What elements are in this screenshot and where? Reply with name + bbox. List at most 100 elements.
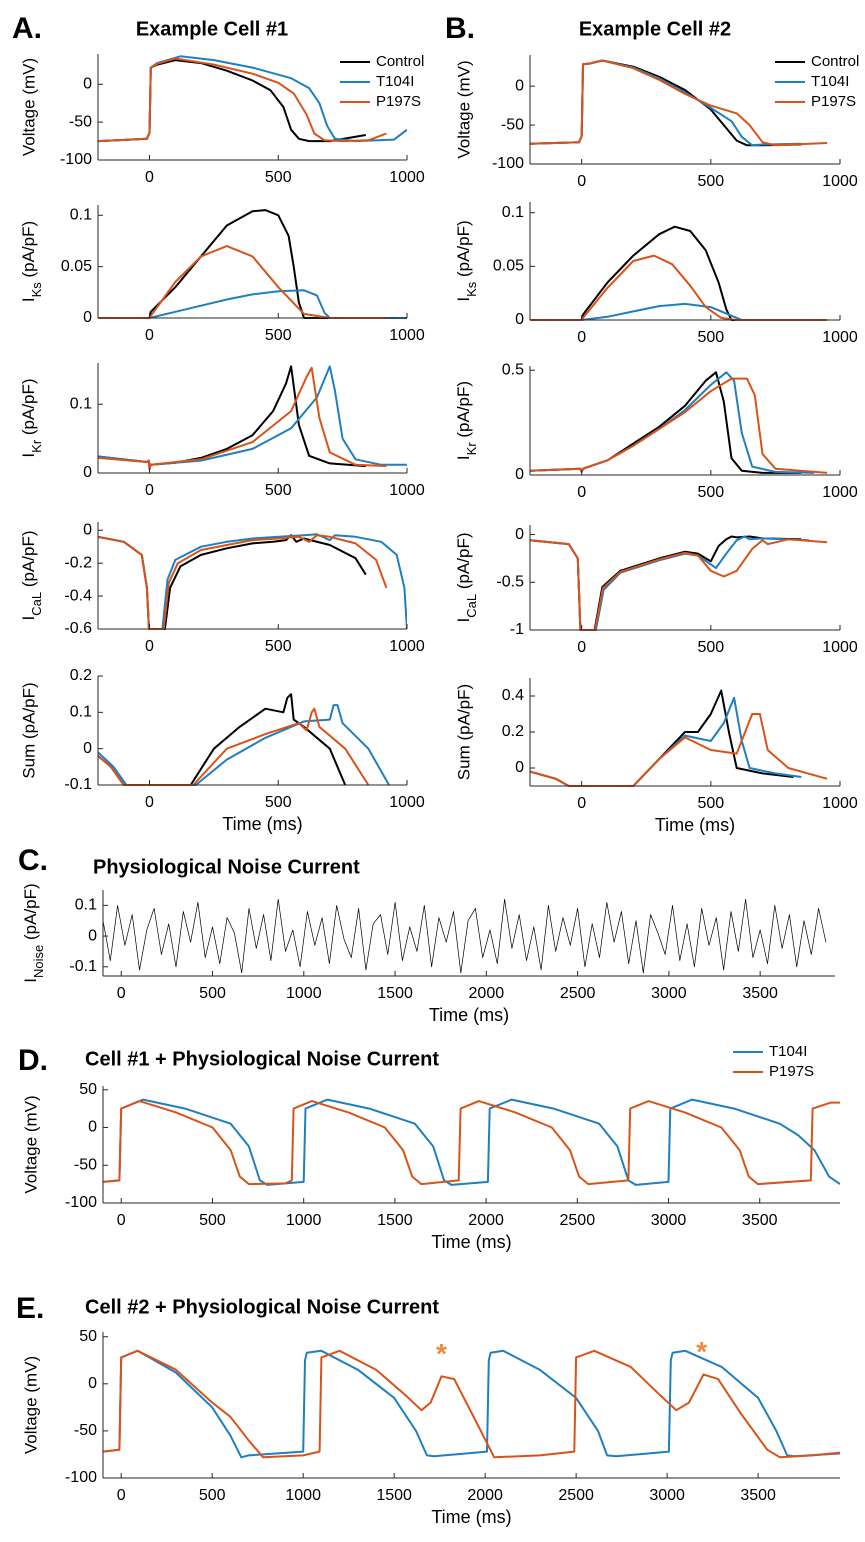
legend-label: T104I <box>769 1043 807 1060</box>
y-tick-label: -100 <box>492 155 524 172</box>
y-tick-label: 0.1 <box>502 204 524 221</box>
panel-label: D. <box>18 1044 48 1077</box>
y-tick-label: 0 <box>83 309 92 326</box>
legend-label: P197S <box>376 93 421 110</box>
x-tick-label: 3500 <box>742 985 778 1002</box>
plot-area <box>98 55 407 143</box>
x-tick-label: 0 <box>145 794 154 811</box>
y-tick-label: 0 <box>515 466 524 483</box>
y-tick-label: -0.4 <box>64 587 92 604</box>
x-tick-label: 1000 <box>389 482 425 499</box>
x-tick-label: 3000 <box>649 1487 685 1504</box>
y-axis-label-part: Ks <box>464 281 479 297</box>
series-line <box>530 302 802 321</box>
x-tick-label: 500 <box>265 327 292 344</box>
y-tick-label: 0.4 <box>502 687 524 704</box>
x-tick-label: 0 <box>145 638 154 655</box>
x-tick-label: 0 <box>145 482 154 499</box>
y-tick-label: 0 <box>515 77 524 94</box>
plot-area <box>103 1098 840 1186</box>
y-axis-label: Sum (pA/pF) <box>19 682 38 778</box>
x-tick-label: 2500 <box>560 1212 596 1229</box>
y-axis-label-part: (pA/pF) <box>21 883 40 944</box>
plot-area <box>98 533 407 630</box>
y-tick-label: 0.1 <box>75 897 97 914</box>
x-tick-label: 1000 <box>389 794 425 811</box>
series-line <box>530 371 815 474</box>
series-line <box>98 289 407 319</box>
annotation: * <box>436 1338 447 1369</box>
x-tick-label: 0 <box>577 795 586 812</box>
annotation: * <box>696 1336 707 1367</box>
plot-area <box>103 898 827 974</box>
x-tick-label: 1000 <box>286 985 322 1002</box>
panel-title: Physiological Noise Current <box>93 856 360 878</box>
x-tick-label: 1000 <box>389 169 425 186</box>
y-tick-label: 0.05 <box>61 258 92 275</box>
x-tick-label: 1500 <box>376 1487 412 1504</box>
y-axis-label-part: I <box>19 297 38 302</box>
y-tick-label: -100 <box>65 1469 97 1486</box>
x-tick-label: 1000 <box>389 327 425 344</box>
y-tick-label: 0.2 <box>70 667 92 684</box>
y-axis-label-part: (pA/pF) <box>454 381 473 442</box>
y-axis-label: Voltage (mV) <box>454 60 473 158</box>
y-tick-label: -0.5 <box>496 573 524 590</box>
y-axis-label-part: (pA/pF) <box>454 533 473 594</box>
y-tick-label: 0 <box>515 526 524 543</box>
y-axis-label-part: Noise <box>31 945 46 978</box>
x-tick-label: 500 <box>199 985 226 1002</box>
x-tick-label: 3000 <box>651 1212 687 1229</box>
x-tick-label: 500 <box>199 1487 226 1504</box>
x-tick-label: 0 <box>577 484 586 501</box>
x-tick-label: 1000 <box>822 173 858 190</box>
x-tick-label: 500 <box>265 169 292 186</box>
x-tick-label: 0 <box>145 169 154 186</box>
x-axis-label: Time (ms) <box>222 814 302 834</box>
series-line <box>98 57 387 143</box>
y-axis-label-part: Ks <box>29 282 44 298</box>
x-tick-label: 2000 <box>467 1487 503 1504</box>
legend-label: T104I <box>811 73 849 90</box>
series-line <box>530 254 828 321</box>
y-tick-label: -100 <box>60 151 92 168</box>
y-axis-label: INoise (pA/pF) <box>21 883 45 982</box>
panel-title: Example Cell #2 <box>579 18 731 40</box>
series-line <box>98 366 387 470</box>
series-line <box>103 1098 840 1186</box>
legend-label: Control <box>376 53 424 70</box>
plot-area <box>103 1349 840 1459</box>
legend-label: P197S <box>769 1063 814 1080</box>
y-axis-label-part: I <box>19 453 38 458</box>
x-tick-label: 0 <box>117 985 126 1002</box>
y-axis-label-part: I <box>454 455 473 460</box>
series-line <box>530 59 802 147</box>
x-tick-label: 1000 <box>822 795 858 812</box>
series-line <box>530 59 802 147</box>
series-line <box>98 209 366 319</box>
x-tick-label: 0 <box>577 173 586 190</box>
series-line <box>530 371 802 474</box>
series-line <box>103 898 827 974</box>
y-tick-label: 0.1 <box>70 395 92 412</box>
x-tick-label: 1000 <box>389 638 425 655</box>
y-axis-label-part: (pA/pF) <box>19 531 38 592</box>
y-axis-label: IKr (pA/pF) <box>454 381 478 460</box>
series-line <box>530 377 828 474</box>
y-tick-label: -50 <box>74 1156 97 1173</box>
plot-area <box>530 535 828 631</box>
plot-area <box>530 371 828 474</box>
y-tick-label: 0.5 <box>502 361 524 378</box>
x-axis-label: Time (ms) <box>431 1232 511 1252</box>
y-axis-label-part: CaL <box>464 594 479 618</box>
y-axis-label-part: (pA/pF) <box>454 220 473 281</box>
y-axis-label-part: (pA/pF) <box>19 221 38 282</box>
legend-label: Control <box>811 53 859 70</box>
panel-label: A. <box>12 12 42 45</box>
x-tick-label: 1000 <box>822 329 858 346</box>
plot-area <box>530 225 828 321</box>
panel-label: B. <box>445 12 475 45</box>
y-axis-label-part: CaL <box>29 592 44 616</box>
series-line <box>103 1100 840 1186</box>
